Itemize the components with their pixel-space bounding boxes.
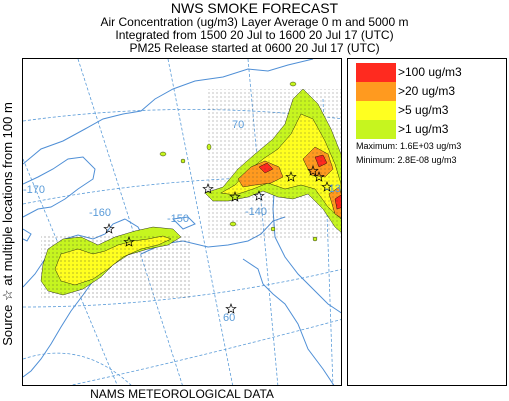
legend-item: >1 ug/m3 xyxy=(356,120,506,139)
smoke-forecast-map: -170 -160 -150 -140 -130 70 60 xyxy=(22,58,342,386)
star-icon xyxy=(285,170,297,182)
longitude-label-160: -160 xyxy=(89,207,111,219)
concentration-layer-subtitle: Air Concentration (ug/m3) Layer Average … xyxy=(100,15,409,29)
concentration-legend: >100 ug/m3 >20 ug/m3 >5 ug/m3 >1 ug/m3 M… xyxy=(347,58,507,386)
longitude-label-150: -150 xyxy=(167,213,189,225)
legend-swatch xyxy=(356,101,396,120)
legend-item: >20 ug/m3 xyxy=(356,82,506,101)
integration-period-subtitle: Integrated from 1500 20 Jul to 1600 20 J… xyxy=(115,28,394,42)
map-canvas: -170 -160 -150 -140 -130 70 60 xyxy=(23,59,342,385)
latitude-label-70: 70 xyxy=(232,119,244,131)
star-icon xyxy=(253,189,265,201)
star-icon xyxy=(321,180,333,192)
legend-swatch xyxy=(356,82,396,101)
star-icon xyxy=(123,235,135,247)
legend-label: >100 ug/m3 xyxy=(398,65,462,79)
source-location-label: Source ☆ at multiple locations from 100 … xyxy=(0,102,15,346)
legend-label: >20 ug/m3 xyxy=(398,84,456,98)
legend-swatch xyxy=(356,63,396,82)
meteorological-data-label: NAMS METEOROLOGICAL DATA xyxy=(90,387,274,401)
legend-label: >5 ug/m3 xyxy=(398,103,449,117)
smoke-scattered-patches xyxy=(159,81,318,242)
longitude-label-130: -130 xyxy=(325,183,342,195)
star-icon xyxy=(313,170,325,182)
legend-maximum: Maximum: 1.6E+03 ug/m3 xyxy=(356,141,462,151)
star-icon xyxy=(202,182,214,194)
star-icon xyxy=(225,302,237,314)
source-markers xyxy=(103,164,333,314)
legend-minimum: Minimum: 2.8E-08 ug/m3 xyxy=(356,155,457,165)
latitude-label-60: 60 xyxy=(223,312,235,324)
longitude-label-140: -140 xyxy=(245,206,267,218)
star-icon xyxy=(307,164,319,176)
star-icon xyxy=(229,190,241,202)
star-icon xyxy=(103,222,115,234)
map-title: NWS SMOKE FORECAST xyxy=(170,0,339,16)
longitude-label-170: -170 xyxy=(23,184,45,196)
release-start-subtitle: PM25 Release started at 0600 20 Jul 17 (… xyxy=(129,41,380,55)
legend-label: >1 ug/m3 xyxy=(398,122,449,136)
graticule-labels: -170 -160 -150 -140 -130 70 60 xyxy=(23,119,342,324)
smoke-plume-west xyxy=(40,226,191,299)
smoke-plume-east xyxy=(204,88,341,239)
legend-swatch xyxy=(356,120,396,139)
legend-item: >100 ug/m3 xyxy=(356,63,506,82)
legend-item: >5 ug/m3 xyxy=(356,101,506,120)
